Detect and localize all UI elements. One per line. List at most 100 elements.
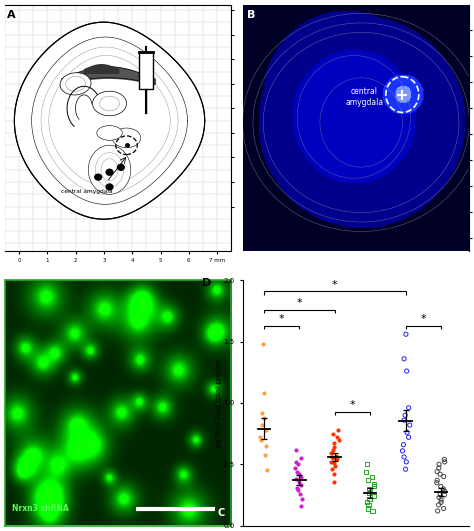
Point	[402, 458, 410, 466]
Point	[400, 440, 407, 449]
Point	[437, 470, 444, 478]
Point	[294, 483, 301, 492]
Point	[259, 340, 267, 348]
Point	[330, 446, 337, 454]
Point	[330, 439, 338, 448]
Ellipse shape	[101, 159, 118, 181]
Text: A: A	[7, 10, 16, 20]
Point	[365, 501, 372, 509]
Point	[399, 447, 406, 455]
Point	[298, 473, 305, 481]
Point	[363, 460, 371, 468]
Point	[328, 453, 336, 461]
Point	[437, 490, 444, 498]
Text: *: *	[297, 298, 302, 309]
Point	[335, 435, 343, 444]
Point	[261, 414, 268, 422]
Point	[334, 426, 342, 434]
Point	[433, 467, 441, 476]
Text: central
amygdala: central amygdala	[345, 87, 383, 107]
Point	[364, 476, 372, 484]
Point	[330, 459, 338, 467]
Point	[366, 485, 374, 493]
Point	[259, 421, 266, 429]
Circle shape	[106, 169, 113, 175]
Point	[435, 493, 443, 502]
Text: B: B	[247, 10, 255, 20]
Point	[330, 477, 338, 486]
Point	[363, 467, 370, 476]
Ellipse shape	[100, 96, 119, 111]
Ellipse shape	[95, 152, 124, 187]
Point	[332, 451, 340, 460]
Ellipse shape	[60, 73, 91, 95]
Ellipse shape	[97, 126, 122, 140]
Text: *: *	[332, 280, 337, 290]
Point	[261, 450, 269, 459]
Point	[400, 416, 408, 424]
Point	[296, 490, 304, 498]
Point	[330, 470, 337, 478]
Point	[433, 478, 440, 487]
Circle shape	[95, 174, 101, 180]
Point	[329, 454, 337, 463]
Point	[406, 421, 413, 429]
Point	[440, 504, 447, 513]
Point	[292, 475, 300, 483]
Text: *: *	[420, 314, 426, 324]
Text: central amygdala: central amygdala	[61, 189, 113, 194]
Point	[370, 482, 377, 491]
Point	[330, 443, 337, 451]
Point	[333, 433, 340, 442]
Text: C: C	[217, 508, 225, 518]
Point	[433, 476, 441, 484]
Point	[294, 460, 301, 468]
Point	[440, 455, 448, 464]
Point	[370, 492, 378, 501]
Point	[328, 465, 336, 474]
Point	[440, 473, 447, 481]
Point	[435, 464, 443, 472]
Point	[258, 408, 265, 417]
Point	[292, 458, 300, 466]
Point	[363, 498, 371, 507]
Point	[263, 426, 270, 434]
Point	[401, 355, 408, 363]
Point	[295, 477, 302, 486]
Point	[402, 330, 410, 338]
Point	[365, 494, 373, 503]
Point	[292, 464, 299, 472]
Circle shape	[106, 184, 113, 190]
Ellipse shape	[88, 145, 131, 194]
Circle shape	[118, 165, 124, 170]
Y-axis label: pg Nmx3/μg total protien: pg Nmx3/μg total protien	[216, 359, 222, 447]
Point	[365, 489, 373, 497]
Point	[368, 473, 376, 481]
Point	[328, 449, 335, 458]
Point	[262, 442, 270, 450]
Point	[329, 430, 337, 438]
Point	[292, 446, 300, 454]
Ellipse shape	[112, 128, 141, 148]
Point	[298, 454, 305, 463]
Point	[297, 481, 305, 490]
Point	[400, 453, 408, 461]
Point	[439, 485, 447, 493]
Point	[438, 498, 445, 507]
Point	[441, 458, 448, 466]
Point	[257, 435, 264, 444]
Point	[401, 411, 409, 419]
Point	[438, 495, 445, 504]
Point	[435, 460, 443, 468]
Point	[264, 466, 271, 475]
Point	[295, 470, 303, 478]
Point	[294, 486, 301, 494]
Point	[256, 433, 264, 442]
Point	[435, 501, 442, 509]
Point	[334, 455, 341, 464]
Polygon shape	[14, 22, 205, 219]
Point	[434, 507, 441, 515]
Ellipse shape	[92, 91, 127, 116]
Bar	[139, 52, 154, 89]
Point	[440, 491, 448, 499]
